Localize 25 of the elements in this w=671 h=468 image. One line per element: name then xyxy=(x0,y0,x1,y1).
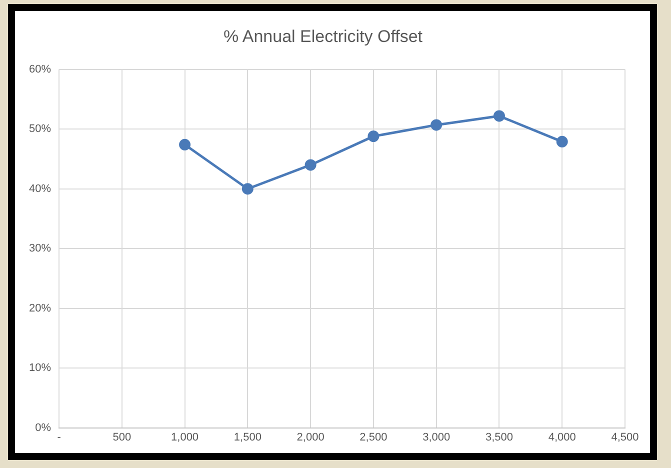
y-tick-label: 60% xyxy=(28,63,52,76)
point xyxy=(179,138,191,150)
point xyxy=(304,159,316,171)
y-tick-label: 30% xyxy=(28,242,52,255)
x-tick-label: 3,500 xyxy=(485,431,513,444)
y-tick-label: 0% xyxy=(35,422,52,434)
y-tick-label: 10% xyxy=(28,362,52,374)
point xyxy=(430,119,442,131)
point xyxy=(368,130,380,142)
y-tick-label: 20% xyxy=(28,302,52,314)
x-tick-label: 2,500 xyxy=(360,431,388,444)
x-tick-label: 2,000 xyxy=(296,431,324,444)
point xyxy=(242,183,254,195)
y-tick-label: 40% xyxy=(28,182,52,195)
chart-title: % Annual Electricity Offset xyxy=(223,26,423,46)
point xyxy=(493,110,505,122)
point xyxy=(556,136,568,148)
x-tick-label: 3,000 xyxy=(422,431,450,444)
x-tick-label: - xyxy=(57,431,62,444)
y-tick-label: 50% xyxy=(28,123,52,136)
x-tick-label: 4,500 xyxy=(611,431,639,444)
x-tick-label: 500 xyxy=(112,431,132,444)
x-tick-label: 4,000 xyxy=(548,431,576,444)
x-tick-label: 1,500 xyxy=(234,431,262,444)
x-tick-label: 1,000 xyxy=(171,431,199,444)
